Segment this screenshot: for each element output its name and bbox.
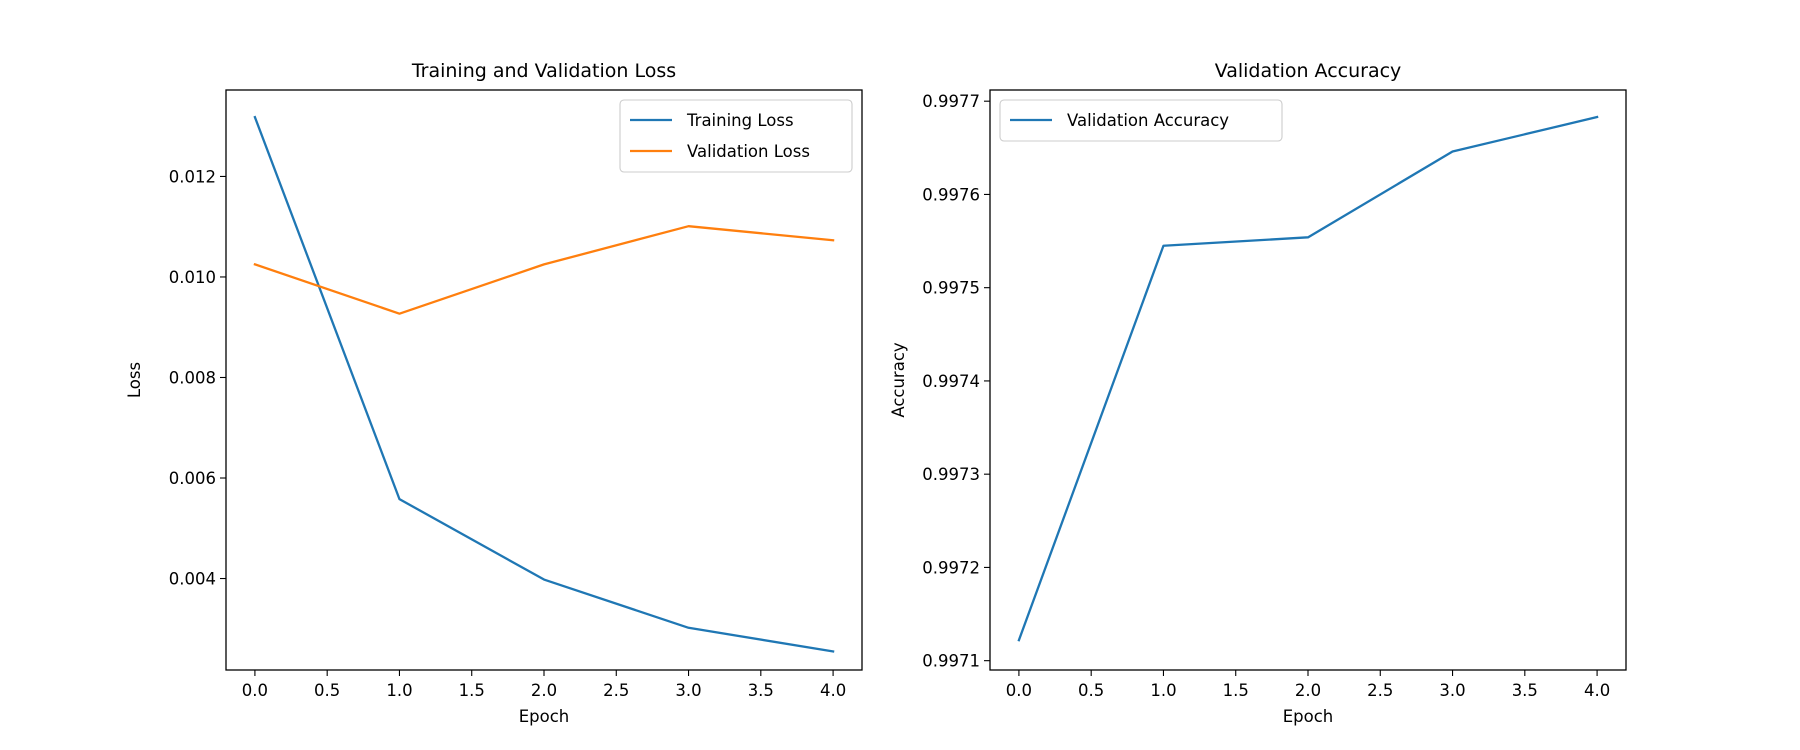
x-tick-label: 3.5: [1512, 681, 1538, 700]
y-tick-label: 0.006: [169, 469, 216, 488]
series-line-1: [1017, 115, 1599, 642]
x-tick-label: 4.0: [1584, 681, 1610, 700]
x-tick-label: 3.0: [1439, 681, 1465, 700]
legend-box: [619, 99, 853, 173]
x-tick-label: 0.0: [1006, 681, 1032, 700]
legend-box: [999, 99, 1283, 142]
x-tick-label: 2.5: [1367, 681, 1393, 700]
y-tick-label: 0.008: [169, 368, 216, 387]
chart-1: Training and Validation Loss 0.0 0.5 1.0 1.5…: [125, 60, 863, 726]
x-axis-label: Epoch: [519, 707, 570, 726]
legend: Validation Accuracy: [999, 99, 1283, 142]
y-tick-label: 0.010: [169, 268, 216, 287]
x-tick-label: 3.0: [675, 681, 701, 700]
plot-frame: [989, 89, 1627, 671]
x-tick-label: 1.0: [1150, 681, 1176, 700]
x-tick-label: 0.5: [1078, 681, 1104, 700]
x-tick-label: 0.5: [314, 681, 340, 700]
legend: Training Loss Validation Loss: [619, 99, 853, 173]
y-tick-label: 0.9976: [922, 185, 980, 204]
chart-title: Validation Accuracy: [1215, 60, 1402, 82]
y-tick-label: 0.9974: [922, 372, 980, 391]
y-axis-label: Accuracy: [889, 342, 908, 418]
chart-title: Training and Validation Loss: [411, 60, 676, 82]
y-tick-label: 0.012: [169, 167, 216, 186]
plot-frame: [225, 89, 863, 671]
x-tick-label: 2.0: [531, 681, 557, 700]
x-tick-label: 0.0: [242, 681, 268, 700]
series-line-1: [253, 115, 835, 653]
x-tick-label: 2.0: [1295, 681, 1321, 700]
chart-2: Validation Accuracy 0.0 0.5 1.0 1.5 2.0 2.5 3.0…: [889, 60, 1627, 726]
legend-label: Training Loss: [686, 111, 794, 130]
x-tick-label: 4.0: [820, 681, 846, 700]
x-tick-label: 1.5: [1223, 681, 1249, 700]
y-tick-label: 0.004: [169, 570, 216, 589]
y-tick-label: 0.9973: [922, 465, 980, 484]
y-tick-label: 0.9977: [922, 92, 980, 111]
x-tick-label: 2.5: [603, 681, 629, 700]
x-tick-label: 1.0: [386, 681, 412, 700]
y-tick-label: 0.9971: [922, 652, 980, 671]
legend-label: Validation Accuracy: [1067, 111, 1229, 130]
y-tick-label: 0.9972: [922, 558, 980, 577]
x-tick-label: 3.5: [748, 681, 774, 700]
x-axis-label: Epoch: [1283, 707, 1334, 726]
y-tick-label: 0.9975: [922, 279, 980, 298]
series-line-2: [253, 225, 835, 315]
legend-label: Validation Loss: [687, 142, 810, 161]
x-tick-label: 1.5: [459, 681, 485, 700]
y-axis-label: Loss: [125, 362, 144, 398]
